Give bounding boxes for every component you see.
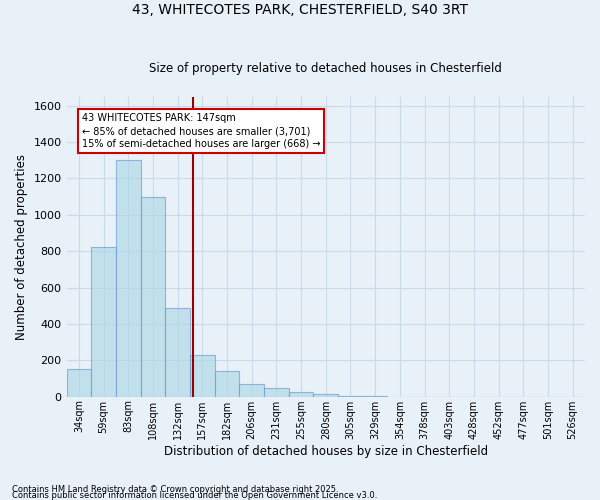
Title: Size of property relative to detached houses in Chesterfield: Size of property relative to detached ho… <box>149 62 502 74</box>
Text: 43, WHITECOTES PARK, CHESTERFIELD, S40 3RT: 43, WHITECOTES PARK, CHESTERFIELD, S40 3… <box>132 2 468 16</box>
Bar <box>289 392 313 396</box>
Bar <box>190 355 215 397</box>
Bar <box>67 370 91 396</box>
X-axis label: Distribution of detached houses by size in Chesterfield: Distribution of detached houses by size … <box>164 444 488 458</box>
Bar <box>91 248 116 396</box>
Text: 43 WHITECOTES PARK: 147sqm
← 85% of detached houses are smaller (3,701)
15% of s: 43 WHITECOTES PARK: 147sqm ← 85% of deta… <box>82 113 320 150</box>
Bar <box>239 384 264 396</box>
Bar <box>165 308 190 396</box>
Bar <box>116 160 140 396</box>
Bar <box>215 371 239 396</box>
Text: Contains public sector information licensed under the Open Government Licence v3: Contains public sector information licen… <box>12 491 377 500</box>
Bar <box>264 388 289 396</box>
Text: Contains HM Land Registry data © Crown copyright and database right 2025.: Contains HM Land Registry data © Crown c… <box>12 485 338 494</box>
Bar <box>140 196 165 396</box>
Bar <box>313 394 338 396</box>
Y-axis label: Number of detached properties: Number of detached properties <box>15 154 28 340</box>
